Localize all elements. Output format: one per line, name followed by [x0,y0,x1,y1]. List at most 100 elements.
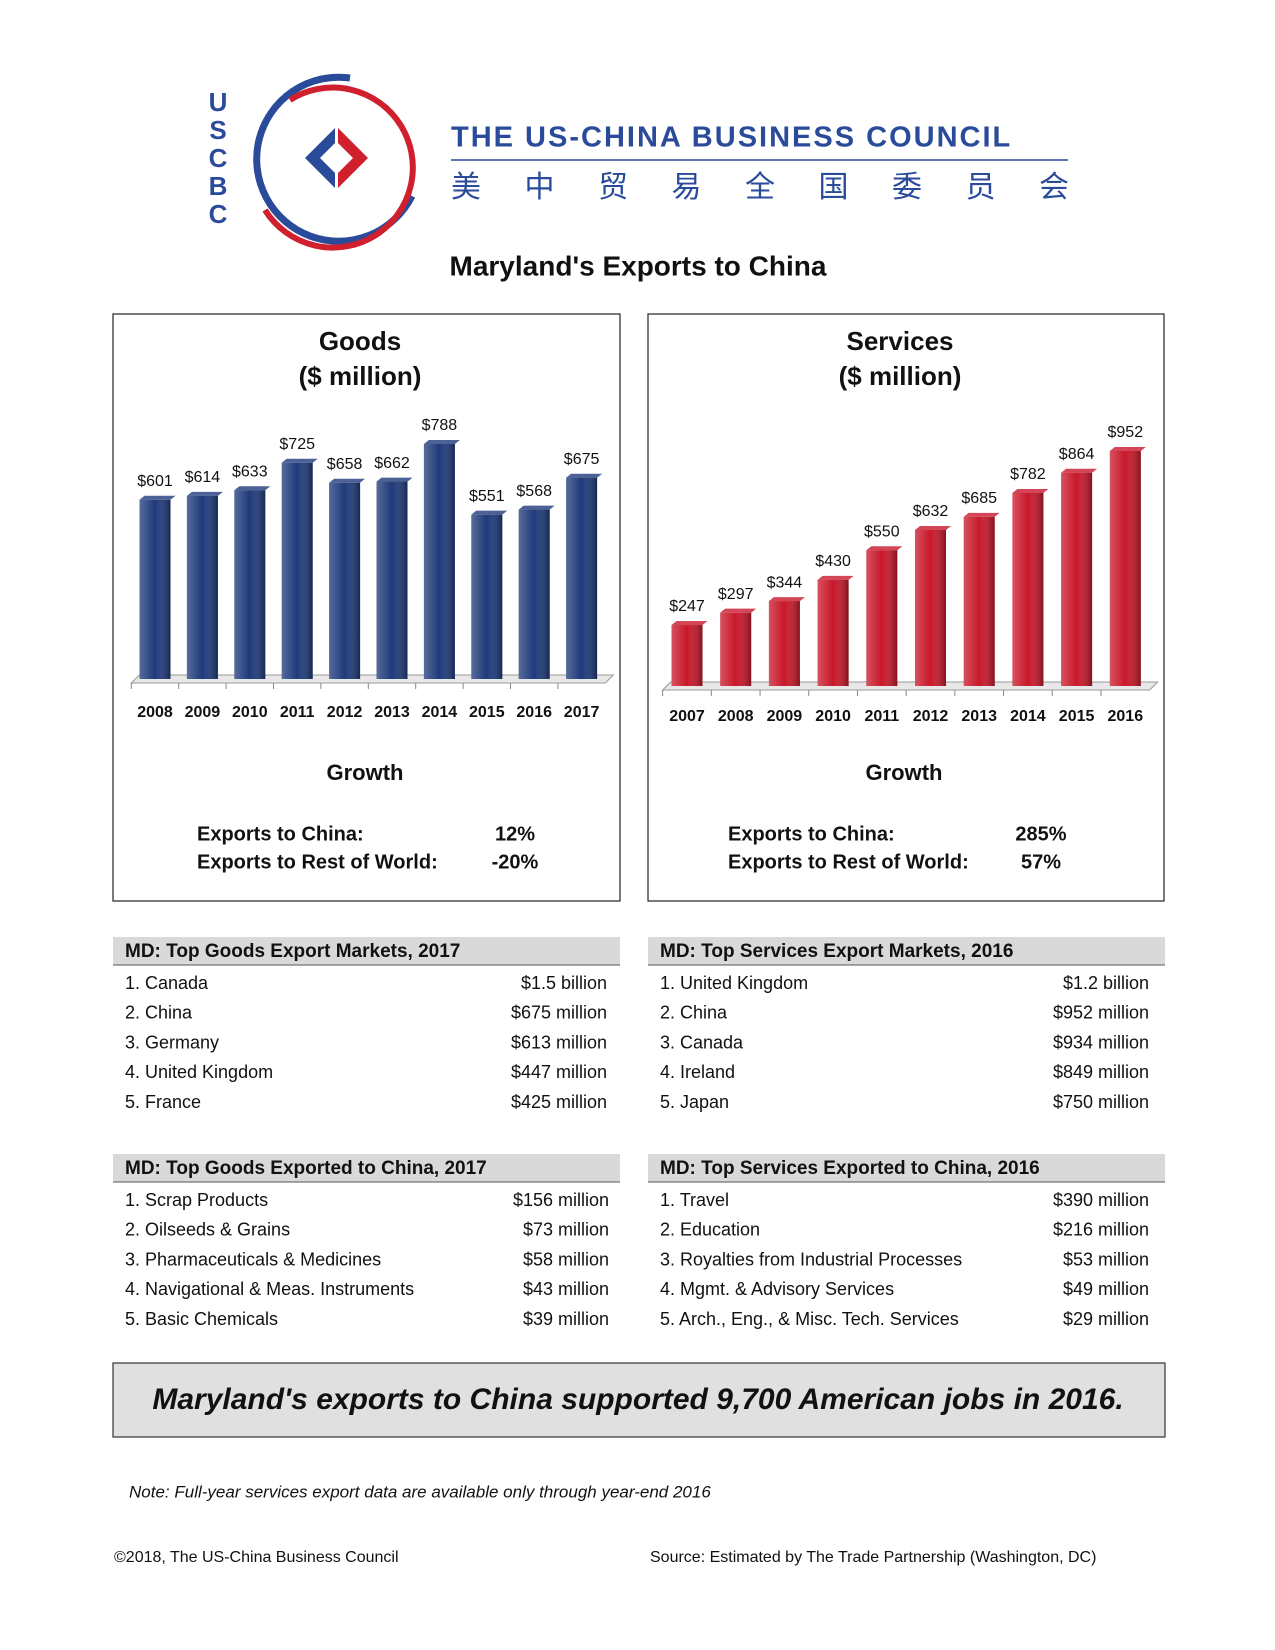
table-value: $1.5 billion [521,973,607,993]
table-item: 1. Scrap Products [125,1190,268,1210]
x-tick-label: 2013 [961,708,997,725]
bar-cap [866,546,903,551]
logo-letter: B [209,171,228,201]
bar-cap [139,495,176,500]
note: Note: Full-year services export data are… [129,1482,711,1501]
page-title: Maryland's Exports to China [450,250,827,281]
logo [253,73,1068,251]
bar-shade [1012,492,1044,686]
table-item: 3. Pharmaceuticals & Medicines [125,1249,381,1269]
bar-cap [329,478,366,483]
chart-title: Goods [319,326,401,356]
x-tick-label: 2016 [1108,708,1144,725]
bar-shade [423,444,455,679]
x-tick-label: 2009 [185,704,221,721]
table-value: $447 million [511,1062,607,1082]
table-value: $156 million [513,1190,609,1210]
x-tick-label: 2012 [327,704,363,721]
bar-shade [281,462,313,679]
table-header [113,937,620,965]
value-label: $662 [374,455,410,472]
x-tick-label: 2014 [1010,708,1046,725]
logo-letter: C [209,199,228,229]
table-value: $39 million [523,1309,609,1329]
table-value: $390 million [1053,1190,1149,1210]
table-value: $952 million [1053,1003,1149,1023]
bar-shade [963,516,995,686]
growth-label: Exports to China: [728,823,895,845]
table-title: MD: Top Services Export Markets, 2016 [660,941,1013,962]
bar-cap [1109,447,1146,451]
value-label: $788 [422,417,458,434]
bar-cap [518,505,555,510]
value-label: $685 [961,490,997,507]
bar-cap [671,621,708,626]
table-item: 3. Canada [660,1032,744,1052]
chinese-char: 委 [892,171,922,204]
bar-shade [376,481,408,679]
bar-shade [234,490,266,679]
x-tick-label: 2017 [564,704,600,721]
table-value: $53 million [1063,1249,1149,1269]
table-item: 2. Oilseeds & Grains [125,1220,290,1240]
bar-shade [471,514,503,679]
chinese-char: 易 [672,171,702,204]
table-value: $49 million [1063,1279,1149,1299]
table-header [648,937,1165,965]
table-value: $58 million [523,1249,609,1269]
table-value: $750 million [1053,1092,1149,1112]
growth-title: Growth [866,760,943,785]
x-tick-label: 2007 [669,708,705,725]
bar-cap [281,458,318,463]
growth-title: Growth [327,760,404,785]
table-header [648,1154,1165,1182]
bar-cap [963,512,1000,517]
bar-shade [720,612,752,686]
table-item: 4. Ireland [660,1062,735,1082]
value-label: $344 [767,574,803,591]
bar-shade [186,495,218,679]
footer-left: ©2018, The US-China Business Council [114,1549,399,1566]
x-tick-label: 2011 [280,704,315,721]
value-label: $952 [1108,424,1144,441]
x-tick-label: 2008 [137,704,173,721]
table-value: $1.2 billion [1063,973,1149,993]
x-tick-label: 2013 [374,704,410,721]
logo-letter: U [209,87,228,117]
x-tick-label: 2008 [718,708,754,725]
table-item: 4. Navigational & Meas. Instruments [125,1279,414,1299]
table-value: $675 million [511,1003,607,1023]
chinese-char: 全 [745,171,775,204]
bar-cap [423,440,460,444]
x-tick-label: 2010 [815,708,851,725]
value-label: $297 [718,586,754,603]
table-title: MD: Top Goods Exported to China, 2017 [125,1158,487,1179]
bar-shade [866,550,898,686]
x-tick-label: 2009 [767,708,803,725]
value-label: $782 [1010,466,1046,483]
table-item: 1. Travel [660,1190,729,1210]
chinese-char: 贸 [598,171,628,204]
bar-shade [566,477,598,679]
table-item: 1. Canada [125,973,209,993]
bar-shade [1061,472,1093,686]
value-label: $658 [327,456,363,473]
table-header [113,1154,620,1182]
table-item: 2. China [660,1003,728,1023]
value-label: $550 [864,523,900,540]
table-title: MD: Top Services Exported to China, 2016 [660,1158,1040,1179]
table-item: 2. China [125,1003,193,1023]
table-value: $73 million [523,1220,609,1240]
bar-cap [186,491,223,496]
x-tick-label: 2016 [516,704,552,721]
table-item: 4. Mgmt. & Advisory Services [660,1279,894,1299]
chinese-char: 中 [525,171,555,204]
bar-cap [471,510,508,515]
bar-shade [1109,451,1141,686]
growth-value: -20% [492,851,539,873]
chinese-char: 员 [966,171,996,204]
value-label: $568 [516,483,552,500]
growth-label: Exports to Rest of World: [728,851,969,873]
growth-label: Exports to China: [197,823,364,845]
